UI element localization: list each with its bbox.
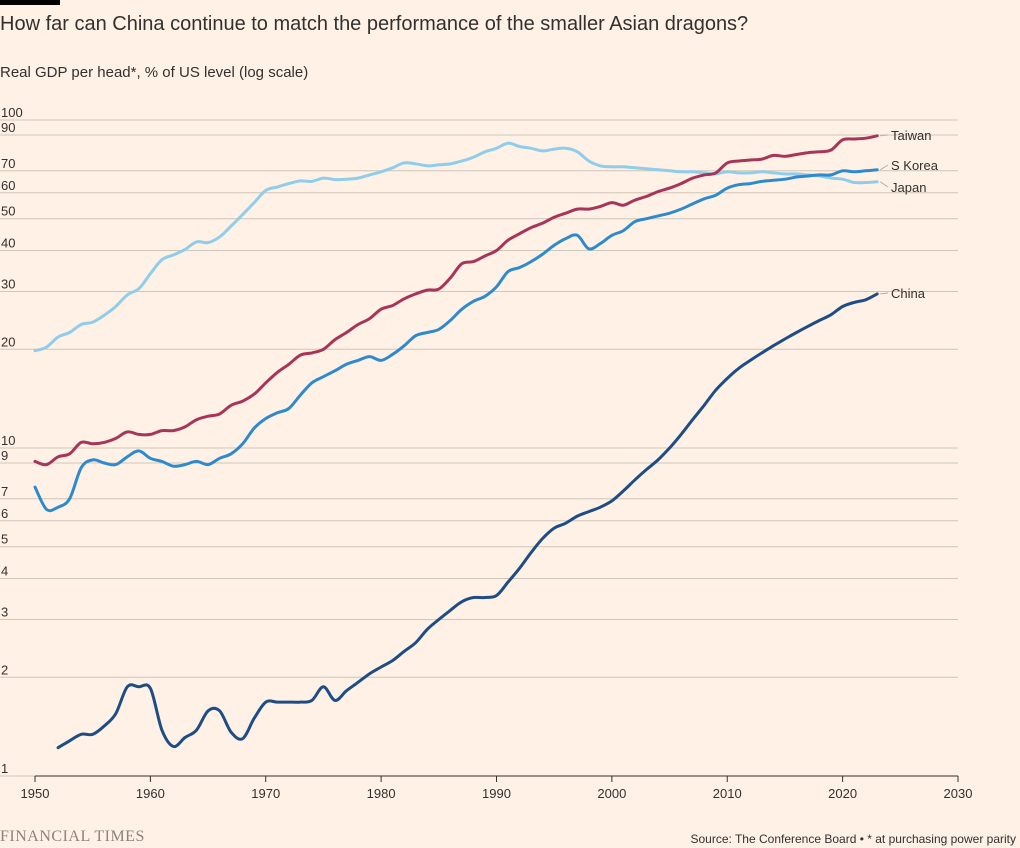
y-tick-label: 50: [1, 204, 15, 219]
y-tick-label: 1: [1, 761, 8, 776]
chart-subtitle: Real GDP per head*, % of US level (log s…: [0, 64, 309, 81]
x-tick-label: 1960: [136, 786, 165, 801]
y-tick-label: 30: [1, 277, 15, 292]
source-note: Source: The Conference Board • * at purc…: [690, 832, 1017, 846]
series-line-japan: [33, 141, 879, 353]
series-label-s-korea: S Korea: [891, 158, 939, 173]
y-tick-label: 3: [1, 605, 8, 620]
x-tick-label: 2020: [828, 786, 857, 801]
label-leader: [880, 134, 889, 137]
label-leader: [880, 292, 889, 295]
y-tick-label: 4: [1, 564, 8, 579]
x-tick-label: 1980: [367, 786, 396, 801]
series-line-taiwan: [33, 134, 879, 467]
series-label-taiwan: Taiwan: [891, 128, 931, 143]
y-tick-label: 100: [1, 105, 23, 120]
ft-logo-text: FINANCIAL TIMES: [0, 828, 145, 845]
label-leader: [879, 181, 889, 188]
y-tick-label: 90: [1, 120, 15, 135]
y-tick-label: 5: [1, 532, 8, 547]
x-tick-label: 1970: [251, 786, 280, 801]
series-line-s-korea: [33, 168, 879, 513]
x-tick-label: 2030: [944, 786, 973, 801]
gridlines: [0, 119, 958, 777]
y-tick-label: 2: [1, 662, 8, 677]
x-tick-label: 2000: [597, 786, 626, 801]
series-lines: [33, 134, 879, 750]
y-tick-label: 6: [1, 506, 8, 521]
y-tick-label: 60: [1, 178, 15, 193]
x-axis: 1950 1960 1970 1980 1990 2000 2010 2020 2030: [21, 775, 973, 801]
y-tick-label: 40: [1, 236, 15, 251]
y-tick-label: 10: [1, 433, 15, 448]
x-tick-label: 1950: [21, 786, 50, 801]
series-end-labels: Taiwan S Korea Japan China: [879, 128, 939, 301]
label-leader: [879, 164, 889, 171]
series-label-china: China: [891, 286, 926, 301]
series-label-japan: Japan: [891, 180, 926, 195]
x-tick-label: 1990: [482, 786, 511, 801]
y-tick-label: 20: [1, 334, 15, 349]
x-tick-label: 2010: [713, 786, 742, 801]
y-tick-label: 7: [1, 484, 8, 499]
y-tick-label: 9: [1, 448, 8, 463]
brand-bar: [0, 0, 60, 5]
series-line-china: [56, 292, 879, 750]
y-tick-label: 70: [1, 156, 15, 171]
chart-title: How far can China continue to match the …: [0, 13, 749, 35]
